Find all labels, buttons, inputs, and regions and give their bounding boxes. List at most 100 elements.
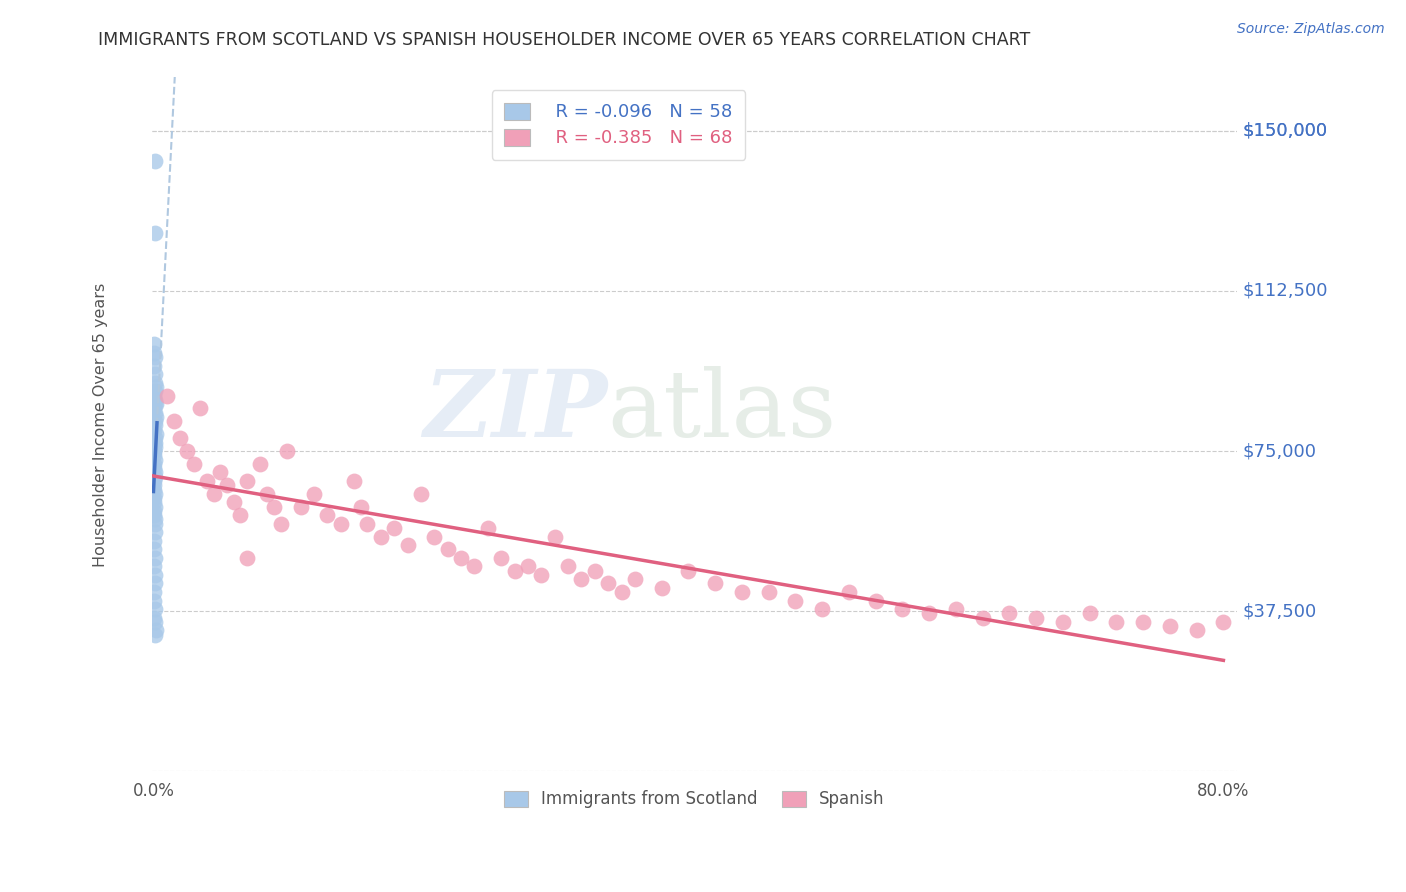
Point (143, 388, 166, 402)
Point (302, 487, 325, 501)
Point (463, 559, 485, 574)
Point (229, 508, 252, 523)
Text: IMMIGRANTS FROM SCOTLAND VS SPANISH HOUSEHOLDER INCOME OVER 65 YEARS CORRELATION: IMMIGRANTS FROM SCOTLAND VS SPANISH HOUS… (98, 31, 1031, 49)
Point (758, 585, 780, 599)
Point (143, 397, 166, 411)
Point (143, 550, 166, 565)
Point (503, 564, 526, 578)
Point (1132, 615, 1154, 629)
Point (145, 397, 167, 411)
Point (918, 607, 941, 621)
Point (1025, 610, 1047, 624)
Point (516, 559, 538, 574)
Point (583, 564, 606, 578)
Point (143, 449, 166, 463)
Point (256, 487, 278, 501)
Point (143, 440, 166, 454)
Point (436, 542, 458, 557)
Point (329, 516, 352, 531)
Point (145, 624, 167, 638)
Point (316, 508, 339, 523)
Point (270, 516, 292, 531)
Point (1078, 607, 1101, 621)
Point (143, 418, 166, 433)
Point (143, 423, 166, 437)
Point (145, 409, 167, 424)
Point (195, 474, 218, 488)
Text: Source: ZipAtlas.com: Source: ZipAtlas.com (1237, 22, 1385, 37)
Point (263, 500, 285, 514)
Point (236, 550, 259, 565)
Point (143, 337, 166, 351)
Text: $37,500: $37,500 (1243, 602, 1316, 620)
Point (156, 388, 179, 402)
Point (143, 350, 166, 364)
Point (143, 478, 166, 492)
Point (143, 414, 166, 428)
Point (343, 474, 366, 488)
Point (143, 469, 166, 483)
Point (145, 227, 167, 241)
Point (143, 452, 166, 467)
Point (382, 521, 405, 535)
Text: $75,000: $75,000 (1243, 442, 1316, 460)
Point (143, 610, 166, 624)
Point (143, 533, 166, 548)
Point (143, 508, 166, 523)
Point (215, 478, 238, 492)
Point (651, 581, 673, 595)
Point (143, 615, 166, 629)
Text: $150,000: $150,000 (1243, 122, 1327, 140)
Point (785, 593, 807, 607)
Point (143, 487, 166, 501)
Point (143, 392, 166, 407)
Point (143, 401, 166, 416)
Point (143, 491, 166, 505)
Point (143, 466, 166, 480)
Point (571, 572, 593, 586)
Point (530, 568, 553, 582)
Point (202, 487, 225, 501)
Point (176, 444, 198, 458)
Point (972, 610, 994, 624)
Point (143, 435, 166, 450)
Point (276, 444, 298, 458)
Point (557, 559, 579, 574)
Point (143, 602, 166, 616)
Point (423, 529, 446, 543)
Point (143, 461, 166, 475)
Point (209, 466, 232, 480)
Point (945, 602, 967, 616)
Point (1105, 615, 1128, 629)
Point (544, 529, 567, 543)
Point (143, 495, 166, 509)
Point (865, 593, 887, 607)
Point (143, 512, 166, 526)
Text: atlas: atlas (607, 366, 837, 456)
Point (222, 495, 245, 509)
Point (145, 380, 167, 394)
Point (370, 529, 392, 543)
Point (183, 457, 205, 471)
Point (143, 359, 166, 373)
Point (143, 593, 166, 607)
Point (598, 576, 620, 591)
Point (1212, 615, 1234, 629)
Point (838, 585, 860, 599)
Point (145, 516, 167, 531)
Point (236, 474, 259, 488)
Point (450, 550, 472, 565)
Point (678, 564, 700, 578)
Point (143, 500, 166, 514)
Point (143, 368, 166, 382)
Point (891, 602, 914, 616)
Point (143, 576, 166, 591)
Point (169, 431, 191, 445)
Point (143, 585, 166, 599)
Text: Householder Income Over 65 years: Householder Income Over 65 years (93, 282, 108, 566)
Point (143, 406, 166, 420)
Point (143, 153, 166, 168)
Point (1052, 615, 1074, 629)
Point (610, 585, 633, 599)
Point (350, 500, 373, 514)
